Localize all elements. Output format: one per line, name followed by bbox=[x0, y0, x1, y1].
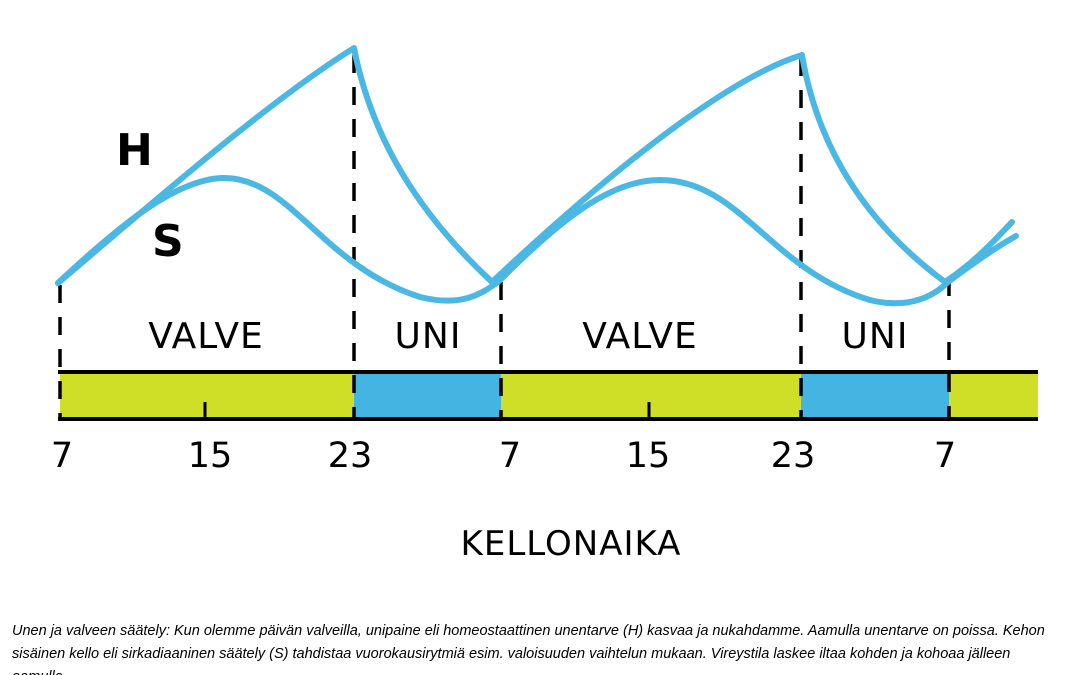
timeline-segment-wake-3 bbox=[949, 372, 1038, 419]
phase-dividers bbox=[58, 55, 951, 419]
homeostatic-pressure-curve bbox=[55, 45, 1015, 286]
phase-label-sleep: UNI bbox=[395, 316, 462, 357]
timeline-bar bbox=[58, 370, 1038, 421]
phase-label-wake: VALVE bbox=[582, 316, 697, 357]
time-tick-label: 7 bbox=[934, 436, 956, 476]
curve-label-h: H bbox=[116, 125, 153, 176]
sleep-regulation-diagram: H S VALVE UNI VALVE UNI 7 15 23 7 15 23 … bbox=[51, 45, 1038, 564]
timeline-segment-wake-2 bbox=[501, 372, 801, 419]
timeline-segment-wake-1 bbox=[60, 372, 354, 419]
time-tick-label: 15 bbox=[188, 436, 233, 476]
time-tick-label: 7 bbox=[499, 436, 521, 476]
time-tick-label: 15 bbox=[626, 436, 671, 476]
timeline-segment-sleep-2 bbox=[801, 372, 949, 419]
curve-label-s: S bbox=[152, 216, 184, 267]
axis-title: KELLONAIKA bbox=[461, 524, 682, 564]
circadian-rhythm-curve bbox=[55, 174, 1019, 307]
figure-caption: Unen ja valveen säätely: Kun olemme päiv… bbox=[12, 623, 1045, 675]
time-tick-label: 7 bbox=[51, 436, 73, 476]
time-axis-labels: 7 15 23 7 15 23 7 bbox=[51, 436, 956, 476]
phase-label-sleep: UNI bbox=[842, 316, 909, 357]
time-tick-label: 23 bbox=[771, 436, 816, 476]
phase-label-wake: VALVE bbox=[148, 316, 263, 357]
timeline-segment-sleep-1 bbox=[354, 372, 501, 419]
time-tick-label: 23 bbox=[328, 436, 373, 476]
